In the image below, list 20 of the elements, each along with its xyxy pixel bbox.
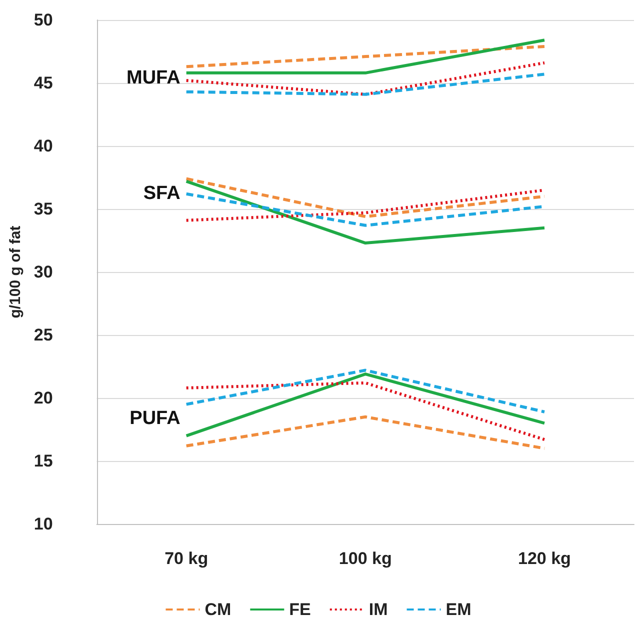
legend-label: IM — [368, 600, 388, 619]
legend-label: EM — [446, 600, 472, 619]
x-tick-label: 100 kg — [338, 549, 392, 568]
x-tick-label: 70 kg — [164, 549, 208, 568]
y-tick-label: 25 — [34, 326, 53, 344]
y-tick-label: 10 — [34, 514, 53, 534]
annotation: MUFA — [126, 67, 181, 88]
legend-label: CM — [204, 600, 232, 619]
y-tick-label: 30 — [34, 262, 53, 282]
annotation: SFA — [143, 183, 181, 204]
y-tick-label: 45 — [34, 74, 53, 92]
y-tick-label: 40 — [34, 136, 53, 156]
y-tick-label: 50 — [34, 10, 53, 30]
annotation: PUFA — [130, 408, 181, 429]
legend-label: FE — [289, 600, 311, 619]
y-axis-title: g/100 g of fat — [7, 226, 24, 318]
y-tick-label: 35 — [34, 200, 53, 218]
y-tick-label: 15 — [34, 452, 53, 470]
y-tick-label: 20 — [34, 388, 53, 408]
x-tick-label: 120 kg — [518, 549, 571, 568]
